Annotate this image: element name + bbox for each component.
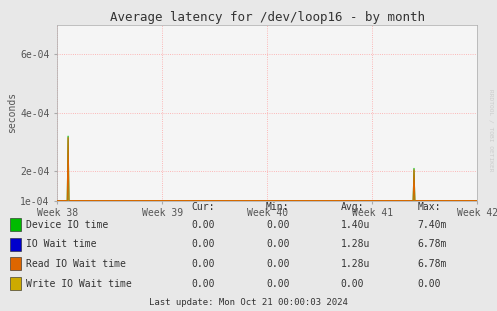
Title: Average latency for /dev/loop16 - by month: Average latency for /dev/loop16 - by mon… — [110, 11, 424, 24]
Text: IO Wait time: IO Wait time — [26, 239, 96, 249]
Text: 0.00: 0.00 — [340, 279, 364, 289]
Text: 0.00: 0.00 — [266, 279, 289, 289]
Text: Min:: Min: — [266, 202, 289, 212]
Text: 6.78m: 6.78m — [417, 259, 447, 269]
Text: 0.00: 0.00 — [191, 279, 215, 289]
Text: Last update: Mon Oct 21 00:00:03 2024: Last update: Mon Oct 21 00:00:03 2024 — [149, 298, 348, 307]
Y-axis label: seconds: seconds — [7, 92, 17, 133]
Text: 0.00: 0.00 — [266, 239, 289, 249]
Text: 0.00: 0.00 — [266, 220, 289, 230]
Text: Max:: Max: — [417, 202, 441, 212]
Text: Device IO time: Device IO time — [26, 220, 108, 230]
Text: Read IO Wait time: Read IO Wait time — [26, 259, 126, 269]
Text: 0.00: 0.00 — [417, 279, 441, 289]
Text: Cur:: Cur: — [191, 202, 215, 212]
Text: 1.28u: 1.28u — [340, 239, 370, 249]
Text: 1.28u: 1.28u — [340, 259, 370, 269]
Text: 7.40m: 7.40m — [417, 220, 447, 230]
Text: Avg:: Avg: — [340, 202, 364, 212]
Text: 0.00: 0.00 — [191, 220, 215, 230]
Text: 0.00: 0.00 — [191, 259, 215, 269]
Text: 6.78m: 6.78m — [417, 239, 447, 249]
Text: 0.00: 0.00 — [266, 259, 289, 269]
Text: Write IO Wait time: Write IO Wait time — [26, 279, 132, 289]
Text: 1.40u: 1.40u — [340, 220, 370, 230]
Text: 0.00: 0.00 — [191, 239, 215, 249]
Text: RRDTOOL / TOBI OETIKER: RRDTOOL / TOBI OETIKER — [489, 89, 494, 172]
